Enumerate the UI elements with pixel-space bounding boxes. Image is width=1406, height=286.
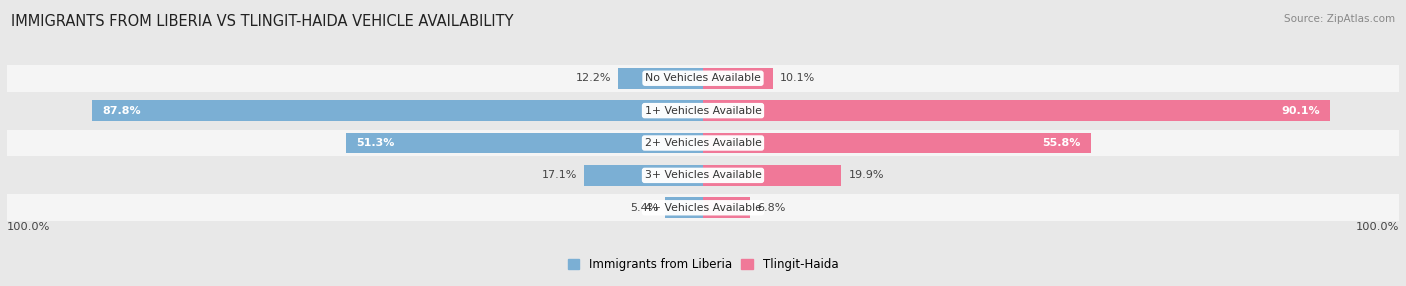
- Text: 6.8%: 6.8%: [758, 203, 786, 213]
- Text: 55.8%: 55.8%: [1042, 138, 1081, 148]
- Text: IMMIGRANTS FROM LIBERIA VS TLINGIT-HAIDA VEHICLE AVAILABILITY: IMMIGRANTS FROM LIBERIA VS TLINGIT-HAIDA…: [11, 14, 513, 29]
- Bar: [7, 162, 1399, 189]
- Text: 19.9%: 19.9%: [848, 170, 884, 180]
- Bar: [7, 97, 1399, 124]
- Bar: [7, 194, 1399, 221]
- Text: 3+ Vehicles Available: 3+ Vehicles Available: [644, 170, 762, 180]
- Text: 1+ Vehicles Available: 1+ Vehicles Available: [644, 106, 762, 116]
- Bar: [7, 65, 1399, 92]
- Bar: [703, 197, 751, 218]
- Bar: [7, 130, 1399, 156]
- Text: Source: ZipAtlas.com: Source: ZipAtlas.com: [1284, 14, 1395, 24]
- Text: 5.4%: 5.4%: [630, 203, 658, 213]
- Text: 90.1%: 90.1%: [1281, 106, 1320, 116]
- Bar: [583, 165, 703, 186]
- Text: 51.3%: 51.3%: [356, 138, 395, 148]
- Text: 10.1%: 10.1%: [780, 73, 815, 83]
- Text: 100.0%: 100.0%: [7, 222, 51, 232]
- Text: 2+ Vehicles Available: 2+ Vehicles Available: [644, 138, 762, 148]
- Bar: [703, 68, 773, 89]
- Text: 17.1%: 17.1%: [541, 170, 576, 180]
- Text: 100.0%: 100.0%: [1355, 222, 1399, 232]
- Text: 87.8%: 87.8%: [103, 106, 141, 116]
- Legend: Immigrants from Liberia, Tlingit-Haida: Immigrants from Liberia, Tlingit-Haida: [568, 258, 838, 271]
- Bar: [703, 100, 1330, 121]
- Bar: [703, 133, 1091, 153]
- Text: 4+ Vehicles Available: 4+ Vehicles Available: [644, 203, 762, 213]
- Bar: [346, 133, 703, 153]
- Bar: [91, 100, 703, 121]
- Text: No Vehicles Available: No Vehicles Available: [645, 73, 761, 83]
- Bar: [703, 165, 842, 186]
- Bar: [665, 197, 703, 218]
- Bar: [619, 68, 703, 89]
- Text: 12.2%: 12.2%: [575, 73, 612, 83]
